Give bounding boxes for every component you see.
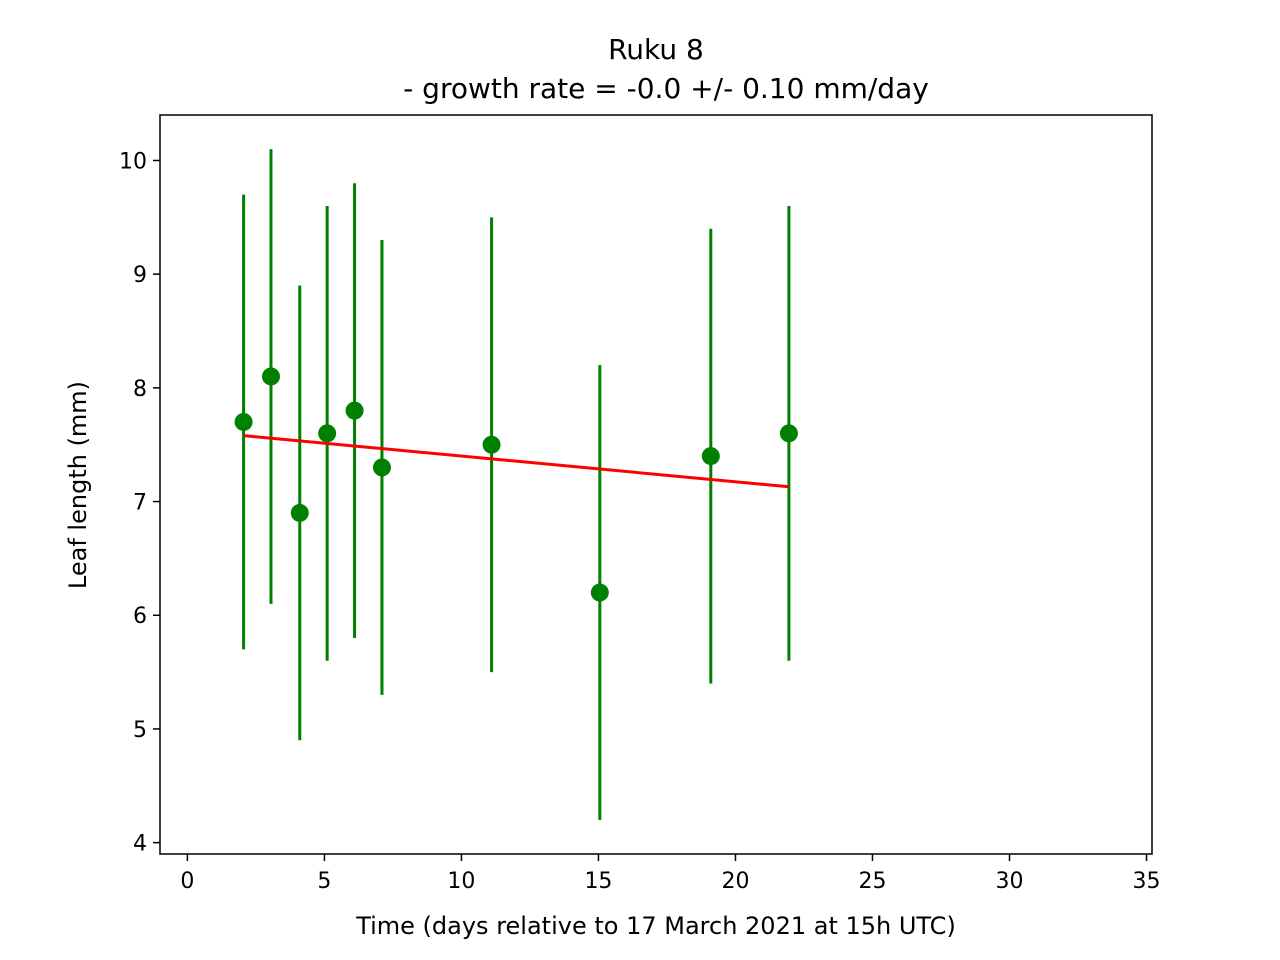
- y-tick-label: 5: [133, 718, 147, 743]
- data-point: [261, 367, 280, 386]
- data-point: [345, 401, 364, 420]
- x-tick-label: 5: [317, 869, 331, 894]
- x-axis-label: Time (days relative to 17 March 2021 at …: [355, 912, 956, 940]
- data-point: [482, 435, 501, 454]
- y-tick-label: 7: [133, 491, 147, 516]
- plot-frame: [159, 114, 1153, 855]
- plot-marks: [234, 149, 798, 820]
- y-axis-label: Leaf length (mm): [64, 381, 92, 589]
- data-point: [234, 412, 253, 431]
- y-tick-label: 6: [133, 604, 147, 629]
- data-point: [779, 424, 798, 443]
- y-axis: 4 5 6 7 8 9 10: [119, 149, 160, 857]
- x-tick-label: 30: [996, 869, 1024, 894]
- x-tick-label: 20: [721, 869, 749, 894]
- x-tick-label: 0: [180, 869, 194, 894]
- fit-line: [243, 434, 790, 489]
- x-tick-label: 25: [858, 869, 886, 894]
- data-point: [372, 458, 391, 477]
- x-tick-label: 35: [1133, 869, 1161, 894]
- data-point: [318, 424, 337, 443]
- x-tick-label: 10: [447, 869, 475, 894]
- data-point: [290, 503, 309, 522]
- chart-title-line2: - growth rate = -0.0 +/- 0.10 mm/day: [403, 72, 929, 105]
- data-point: [701, 447, 720, 466]
- y-tick-label: 4: [133, 832, 147, 857]
- y-tick-label: 9: [133, 263, 147, 288]
- data-point: [590, 583, 609, 602]
- y-tick-label: 10: [119, 149, 147, 174]
- x-axis: 0 5 10 15 20 25 30 35: [180, 854, 1161, 894]
- x-tick-label: 15: [584, 869, 612, 894]
- y-tick-label: 8: [133, 377, 147, 402]
- chart-title-line1: Ruku 8: [608, 33, 704, 66]
